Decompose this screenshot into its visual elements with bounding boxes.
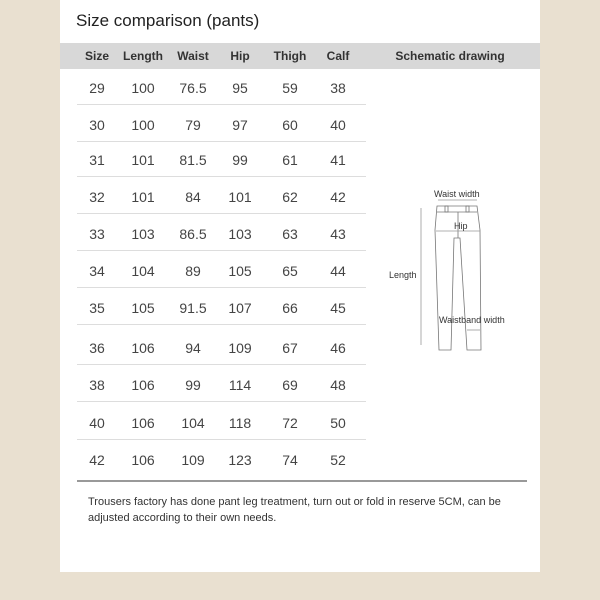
table-cell: 65 [282, 263, 298, 279]
table-cell: 30 [89, 117, 105, 133]
size-chart-panel [60, 0, 540, 572]
table-cell: 59 [282, 80, 298, 96]
table-cell: 40 [330, 117, 346, 133]
table-cell: 99 [232, 152, 248, 168]
table-cell: 101 [228, 189, 252, 205]
table-cell: 29 [89, 80, 105, 96]
table-cell: 79 [185, 117, 201, 133]
table-cell: 74 [282, 452, 298, 468]
row-divider [77, 287, 366, 288]
table-cell: 45 [330, 300, 346, 316]
table-cell: 106 [131, 452, 155, 468]
table-cell: 38 [89, 377, 105, 393]
table-cell: 35 [89, 300, 105, 316]
table-cell: 50 [330, 415, 346, 431]
row-divider [77, 213, 366, 214]
label-hip: Hip [454, 221, 468, 231]
column-header: Calf [326, 49, 350, 63]
table-cell: 103 [131, 226, 155, 242]
table-cell: 106 [131, 415, 155, 431]
row-divider [77, 104, 366, 105]
table-cell: 33 [89, 226, 105, 242]
table-cell: 42 [330, 189, 346, 205]
column-header: Waist [177, 49, 209, 63]
column-header: Size [84, 49, 110, 63]
table-cell: 34 [89, 263, 105, 279]
table-cell: 43 [330, 226, 346, 242]
table-cell: 38 [330, 80, 346, 96]
label-waist-width: Waist width [434, 189, 480, 199]
table-cell: 91.5 [179, 300, 207, 316]
table-cell: 46 [330, 340, 346, 356]
table-cell: 109 [181, 452, 205, 468]
row-divider [77, 176, 366, 177]
label-length: Length [389, 270, 417, 280]
table-cell: 105 [131, 300, 155, 316]
table-cell: 41 [330, 152, 346, 168]
note-text: Trousers factory has done pant leg treat… [88, 496, 501, 524]
table-cell: 94 [185, 340, 201, 356]
row-divider [77, 250, 366, 251]
table-cell: 48 [330, 377, 346, 393]
pants-schematic: Waist width Hip Length Waistband width [389, 189, 505, 351]
table-cell: 61 [282, 152, 298, 168]
table-cell: 104 [131, 263, 155, 279]
table-cell: 40 [89, 415, 105, 431]
column-header: Length [123, 49, 163, 63]
table-cell: 105 [228, 263, 252, 279]
label-waistband-width: Waistband width [439, 315, 505, 325]
table-cell: 63 [282, 226, 298, 242]
table-cell: 42 [89, 452, 105, 468]
table-cell: 109 [228, 340, 252, 356]
table-cell: 32 [89, 189, 105, 205]
table-cell: 100 [131, 117, 155, 133]
table-cell: 107 [228, 300, 252, 316]
page-title: Size comparison (pants) [76, 11, 260, 30]
table-cell: 81.5 [179, 152, 207, 168]
table-cell: 76.5 [179, 80, 207, 96]
table-cell: 106 [131, 340, 155, 356]
divider [77, 480, 527, 482]
table-cell: 118 [228, 415, 252, 431]
table-cell: 106 [131, 377, 155, 393]
table-cell: 60 [282, 117, 298, 133]
row-divider [77, 401, 366, 402]
table-cell: 89 [185, 263, 201, 279]
table-cell: 97 [232, 117, 248, 133]
table-cell: 103 [228, 226, 252, 242]
row-divider [77, 439, 366, 440]
table-cell: 52 [330, 452, 346, 468]
row-divider [77, 364, 366, 365]
table-cell: 100 [131, 80, 155, 96]
table-cell: 66 [282, 300, 298, 316]
table-cell: 104 [181, 415, 205, 431]
table-cell: 95 [232, 80, 248, 96]
row-divider [77, 141, 366, 142]
column-header: Hip [230, 49, 250, 63]
table-cell: 62 [282, 189, 298, 205]
table-cell: 84 [185, 189, 201, 205]
table-cell: 36 [89, 340, 105, 356]
table-cell: 69 [282, 377, 298, 393]
row-divider [77, 324, 366, 325]
table-cell: 99 [185, 377, 201, 393]
table-cell: 86.5 [179, 226, 207, 242]
table-cell: 101 [131, 189, 155, 205]
table-cell: 67 [282, 340, 298, 356]
table-cell: 72 [282, 415, 298, 431]
table-cell: 101 [131, 152, 155, 168]
column-header: Thigh [273, 49, 307, 63]
table-header [60, 43, 540, 69]
table-cell: 31 [89, 152, 105, 168]
table-cell: 44 [330, 263, 346, 279]
table-cell: 114 [228, 377, 252, 393]
column-header: Schematic drawing [395, 49, 505, 63]
table-cell: 123 [228, 452, 252, 468]
